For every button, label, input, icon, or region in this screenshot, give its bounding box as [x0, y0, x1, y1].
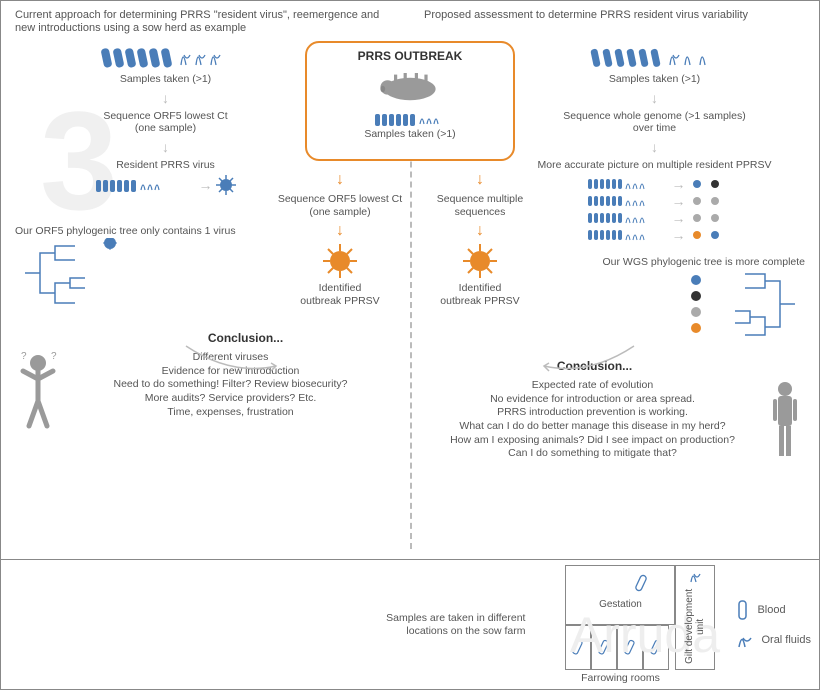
tube-icon: [650, 638, 662, 656]
legend-blood-label: Blood: [757, 604, 785, 616]
arrow-icon: ↓: [476, 171, 484, 189]
virus-icon: [689, 305, 703, 319]
right-samples-label: Samples taken (>1): [609, 73, 700, 86]
legend-oral-label: Oral fluids: [761, 634, 811, 646]
tubes-tiny-icon: [588, 194, 668, 208]
center-right-step: Sequence multiple sequences: [437, 193, 523, 218]
arrow-icon: →: [199, 177, 213, 193]
tubes-tiny-icon: [588, 177, 668, 191]
left-samples-label: Samples taken (>1): [120, 73, 211, 86]
samples-icon: [101, 43, 231, 69]
phylo-tree-left-icon: [15, 238, 125, 308]
legend-oral: Oral fluids: [735, 629, 811, 651]
virus-icon: [689, 273, 703, 287]
virus-icon: [689, 289, 703, 303]
virus-icon: [690, 228, 704, 242]
curve-arrow-icon: [181, 341, 281, 381]
farm-layout: Gestation Farrowing rooms Gilt developme…: [565, 565, 715, 685]
tube-icon: [598, 638, 610, 656]
center-right-result: Identified outbreak PPRSV: [440, 282, 519, 307]
arrow-icon: ↓: [651, 90, 658, 106]
outbreak-samples-label: Samples taken (>1): [313, 128, 507, 141]
multi-row: →: [588, 227, 722, 243]
farrowing-box: [617, 625, 643, 670]
tube-icon: [624, 638, 636, 656]
legend-blood: Blood: [735, 599, 811, 621]
swab-icon: [687, 566, 703, 584]
tubes-tiny-icon: [588, 211, 668, 225]
gestation-box: Gestation: [565, 565, 675, 625]
svg-text:?: ?: [21, 351, 27, 362]
virus-icon: [708, 211, 722, 225]
pig-icon: [370, 65, 450, 105]
arrow-icon: ↓: [651, 139, 658, 155]
multi-row: →: [588, 193, 722, 209]
arrow-icon: ↓: [336, 171, 344, 189]
arrow-icon: ↓: [336, 222, 344, 240]
right-conclusion-text: Expected rate of evolution No evidence f…: [424, 379, 761, 461]
arrow-icon: ↓: [476, 222, 484, 240]
right-step1: Sequence whole genome (>1 samples) over …: [563, 110, 745, 135]
virus-orange-icon: [323, 244, 357, 278]
right-header: Proposed assessment to determine PRRS re…: [424, 9, 805, 37]
outbreak-box: PRRS OUTBREAK Samples taken (>1): [305, 41, 515, 161]
left-step2: Resident PRRS virus: [116, 159, 215, 172]
main-diagram: PRRS OUTBREAK Samples taken (>1) ↓ Seque…: [0, 0, 820, 560]
virus-icon: [708, 228, 722, 242]
legend: Blood Oral fluids: [735, 599, 811, 651]
farrowing-box: [591, 625, 617, 670]
arrow-icon: →: [672, 210, 686, 226]
tubes-tiny-icon: [588, 228, 668, 242]
multi-resident-rows: → → → →: [588, 175, 722, 244]
person-confused-icon: ??: [15, 351, 61, 431]
gestation-label: Gestation: [599, 599, 642, 610]
arrow-icon: →: [672, 193, 686, 209]
multi-row: →: [588, 210, 722, 226]
virus-icon: [690, 194, 704, 208]
virus-orange-icon: [463, 244, 497, 278]
center-right-col: ↓ Sequence multiple sequences ↓ Identifi…: [410, 171, 550, 307]
tubes-small-icon: [96, 176, 196, 194]
samples-icon: [590, 43, 720, 69]
arrow-icon: →: [672, 176, 686, 192]
resident-virus-row: →: [96, 175, 236, 195]
bottom-legend-section: Samples are taken in different locations…: [0, 560, 820, 690]
farrowing-label: Farrowing rooms: [565, 672, 675, 685]
tube-icon: [735, 599, 751, 621]
farrowing-box: [643, 625, 669, 670]
arrow-icon: →: [672, 227, 686, 243]
center-left-result: Identified outbreak PPRSV: [300, 282, 379, 307]
tubes-icon: [375, 110, 445, 128]
swab-icon: [735, 629, 755, 651]
virus-icon: [708, 177, 722, 191]
center-left-step: Sequence ORF5 lowest Ct (one sample): [278, 193, 402, 218]
virus-icon: [690, 177, 704, 191]
tube-icon: [635, 573, 649, 593]
multi-row: →: [588, 176, 722, 192]
virus-blue-icon: [216, 175, 236, 195]
arrow-icon: ↓: [162, 90, 169, 106]
outbreak-title: PRRS OUTBREAK: [313, 49, 507, 63]
center-flow: ↓ Sequence ORF5 lowest Ct (one sample) ↓…: [270, 171, 550, 307]
gdu-box: Gilt development unit: [675, 565, 715, 670]
phylo-tree-right-icon: [705, 269, 805, 339]
curve-arrow-icon: [539, 341, 639, 381]
left-header: Current approach for determining PRRS "r…: [15, 9, 396, 37]
tube-icon: [572, 638, 584, 656]
gdu-label: Gilt development unit: [684, 584, 706, 669]
virus-icon: [690, 211, 704, 225]
left-step1: Sequence ORF5 lowest Ct (one sample): [103, 110, 227, 135]
farrowing-box: [565, 625, 591, 670]
center-left-col: ↓ Sequence ORF5 lowest Ct (one sample) ↓…: [270, 171, 410, 307]
right-step2: More accurate picture on multiple reside…: [537, 159, 771, 172]
svg-text:?: ?: [51, 351, 57, 362]
arrow-icon: ↓: [162, 139, 169, 155]
person-standing-icon: [765, 379, 805, 464]
virus-icon: [708, 194, 722, 208]
outbreak-samples: [313, 110, 507, 128]
virus-icon: [689, 321, 703, 335]
bottom-note: Samples are taken in different locations…: [9, 612, 545, 637]
